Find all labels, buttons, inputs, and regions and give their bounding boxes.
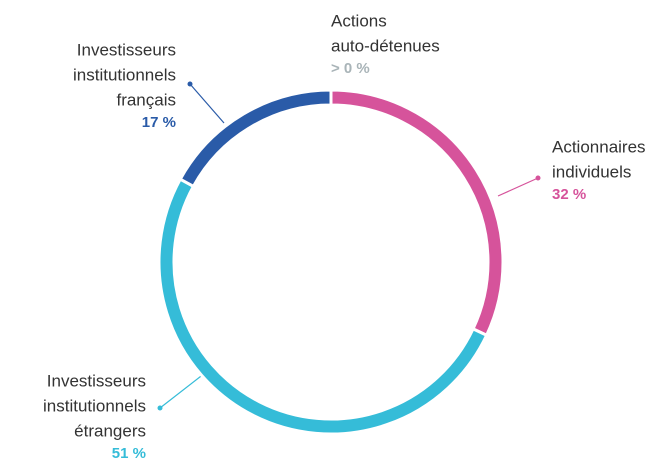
leader-line <box>189 83 225 124</box>
leader-dot <box>535 175 541 181</box>
donut-segment <box>329 88 505 338</box>
category-label: Actions <box>331 11 387 30</box>
category-label: auto-détenues <box>331 36 440 55</box>
value-label: 17 % <box>142 114 176 131</box>
category-label: Actionnaires <box>552 137 646 156</box>
category-label: individuels <box>552 162 631 181</box>
leader-dot <box>157 405 163 411</box>
category-label: institutionnels <box>43 396 146 415</box>
category-label: français <box>116 90 176 109</box>
donut-segment <box>157 177 489 436</box>
category-label: Investisseurs <box>77 40 176 59</box>
category-label: étrangers <box>74 421 146 440</box>
value-label: > 0 % <box>331 60 370 77</box>
leader-dot <box>187 81 193 87</box>
value-label: 51 % <box>112 445 146 459</box>
leader-line <box>159 372 206 409</box>
category-label: institutionnels <box>73 65 176 84</box>
leaders <box>157 81 541 411</box>
category-label: Investisseurs <box>47 371 146 390</box>
donut-segment <box>178 88 333 189</box>
leader-line <box>497 177 539 197</box>
value-label: 32 % <box>552 186 586 203</box>
